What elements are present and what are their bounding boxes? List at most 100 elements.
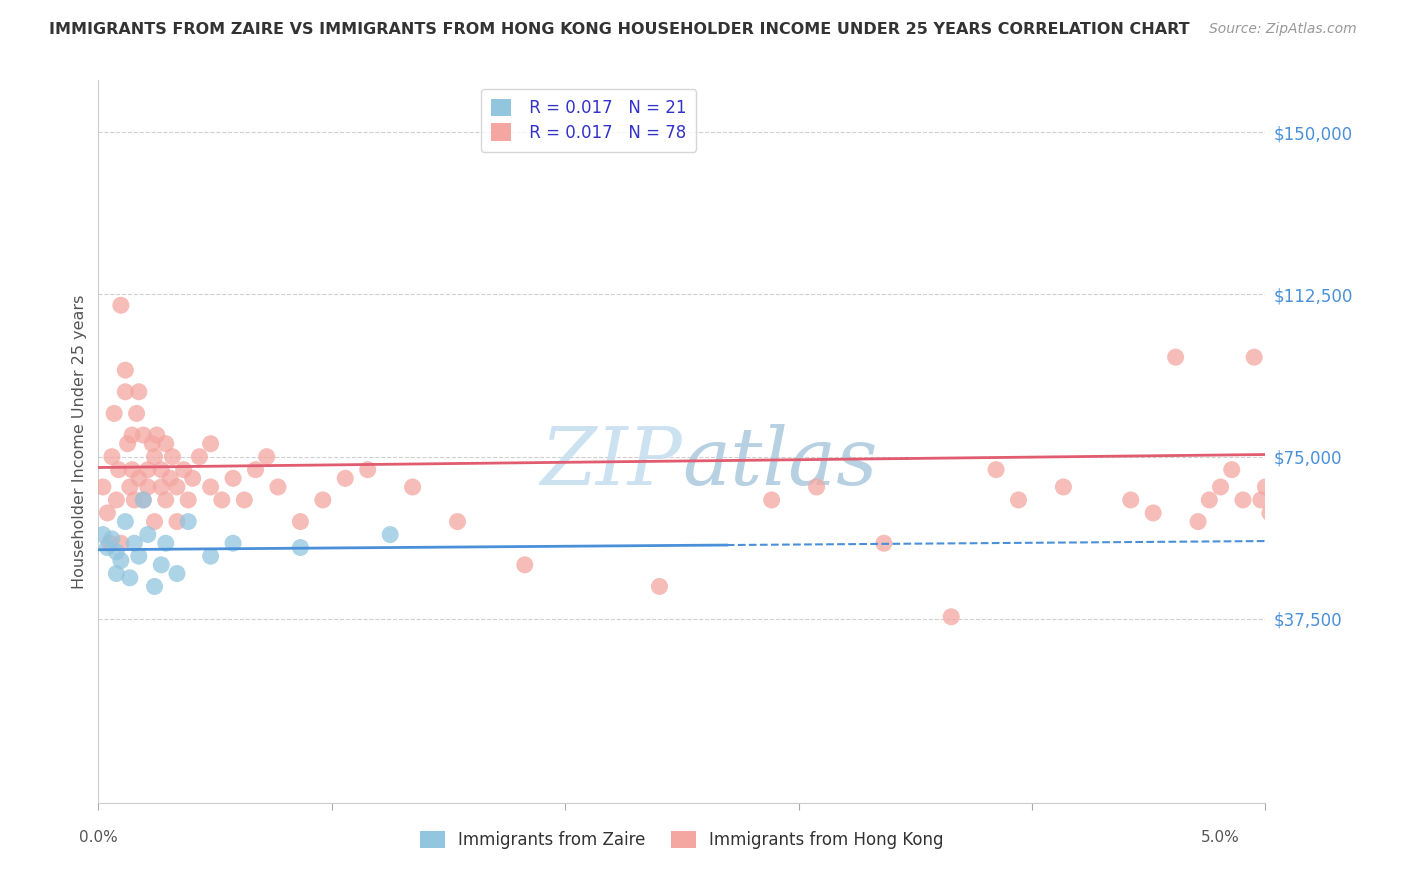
Point [136,527,159,541]
Point [105,566,128,581]
Point [200,436,222,450]
Point [132,428,155,442]
Point [125,406,148,420]
Point [155,536,177,550]
Point [267,480,290,494]
Point [1258,506,1281,520]
Point [357,463,380,477]
Point [222,536,245,550]
Point [124,536,146,550]
Point [401,480,423,494]
Point [128,549,150,564]
Point [1198,492,1220,507]
Point [98,536,121,550]
Point [1265,350,1288,364]
Text: 0.0%: 0.0% [79,830,118,845]
Point [141,436,163,450]
Point [96,541,118,555]
Point [984,463,1007,477]
Point [181,471,204,485]
Point [150,480,173,494]
Point [121,428,143,442]
Point [1232,492,1254,507]
Point [159,471,181,485]
Point [873,536,896,550]
Point [96,506,118,520]
Point [110,553,132,567]
Point [121,463,143,477]
Point [150,558,173,572]
Point [117,436,139,450]
Point [105,545,128,559]
Point [91,527,114,541]
Point [114,363,136,377]
Y-axis label: Householder Income Under 25 years: Householder Income Under 25 years [72,294,87,589]
Point [101,532,124,546]
Point [233,492,256,507]
Point [166,480,188,494]
Point [177,515,200,529]
Point [105,492,128,507]
Point [136,463,159,477]
Point [132,492,155,507]
Point [211,492,233,507]
Point [155,492,177,507]
Point [101,450,124,464]
Point [648,579,671,593]
Point [118,480,141,494]
Text: ZIP: ZIP [540,425,682,502]
Point [128,384,150,399]
Point [200,480,222,494]
Point [200,549,222,564]
Point [806,480,828,494]
Point [143,450,166,464]
Point [513,558,536,572]
Point [761,492,783,507]
Point [103,406,125,420]
Point [1220,463,1243,477]
Point [290,515,312,529]
Text: 5.0%: 5.0% [1201,830,1240,845]
Point [143,515,166,529]
Point [256,450,278,464]
Point [446,515,468,529]
Point [380,527,402,541]
Point [166,566,188,581]
Point [941,609,963,624]
Point [166,515,188,529]
Legend: Immigrants from Zaire, Immigrants from Hong Kong: Immigrants from Zaire, Immigrants from H… [413,824,950,856]
Point [173,463,195,477]
Point [162,450,184,464]
Point [107,463,129,477]
Point [188,450,211,464]
Point [114,384,136,399]
Point [128,471,150,485]
Point [110,298,132,312]
Point [1250,492,1272,507]
Point [1164,350,1187,364]
Point [150,463,173,477]
Text: IMMIGRANTS FROM ZAIRE VS IMMIGRANTS FROM HONG KONG HOUSEHOLDER INCOME UNDER 25 Y: IMMIGRANTS FROM ZAIRE VS IMMIGRANTS FROM… [49,22,1189,37]
Point [124,492,146,507]
Point [91,480,114,494]
Point [312,492,335,507]
Point [136,480,159,494]
Point [146,428,169,442]
Point [1119,492,1142,507]
Point [118,571,141,585]
Point [1007,492,1029,507]
Point [1288,471,1310,485]
Point [1209,480,1232,494]
Point [1277,506,1299,520]
Point [132,492,155,507]
Point [290,541,312,555]
Point [155,436,177,450]
Point [1254,480,1277,494]
Text: atlas: atlas [682,425,877,502]
Text: Source: ZipAtlas.com: Source: ZipAtlas.com [1209,22,1357,37]
Point [1052,480,1074,494]
Point [335,471,357,485]
Point [1243,350,1265,364]
Point [245,463,267,477]
Point [114,515,136,529]
